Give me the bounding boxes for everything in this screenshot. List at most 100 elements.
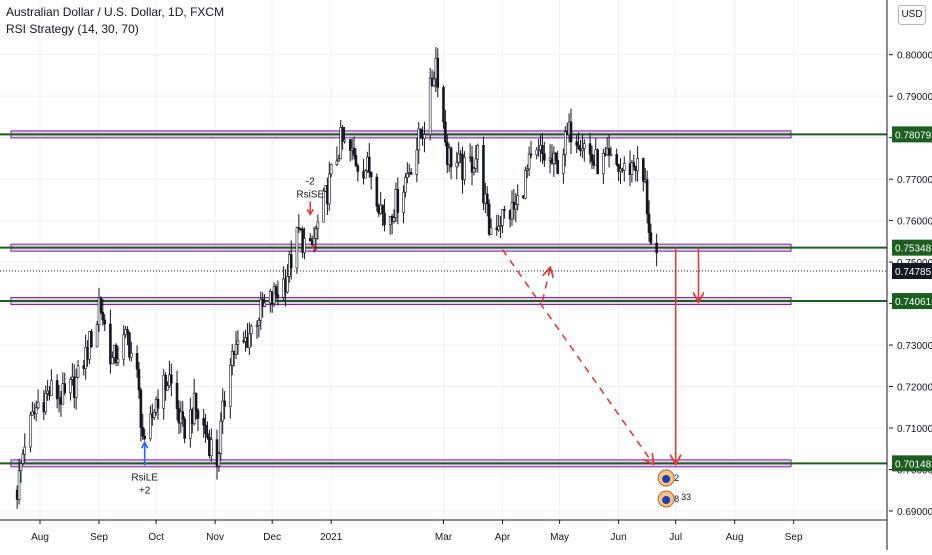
candle[interactable] [569,108,573,154]
candle[interactable] [272,282,276,308]
candle[interactable] [503,205,506,219]
candle[interactable] [529,140,533,159]
candle[interactable] [649,223,653,245]
candle[interactable] [21,449,25,466]
candle[interactable] [209,428,213,462]
candle[interactable] [230,343,234,376]
candle[interactable] [470,145,474,186]
candle[interactable] [383,198,386,232]
candle[interactable] [501,209,504,234]
candle[interactable] [596,148,599,175]
candle[interactable] [552,146,556,177]
candle[interactable] [74,368,78,410]
candle[interactable] [128,331,131,361]
candle[interactable] [166,381,169,391]
candle[interactable] [495,214,499,236]
candle[interactable] [337,154,341,162]
candle[interactable] [257,317,261,338]
candle[interactable] [343,126,346,144]
candle[interactable] [316,214,320,240]
candle[interactable] [514,193,518,223]
candle[interactable] [36,389,40,410]
candle[interactable] [215,429,219,480]
candle[interactable] [181,400,185,427]
candle[interactable] [352,136,356,160]
candle[interactable] [234,331,238,360]
candle[interactable] [217,451,221,472]
candle[interactable] [274,284,278,300]
candle[interactable] [524,166,527,200]
candle[interactable] [329,163,333,178]
candle[interactable] [259,291,263,330]
candle[interactable] [175,370,179,421]
candle[interactable] [402,185,405,224]
candle[interactable] [554,151,558,165]
candle[interactable] [221,388,225,434]
candle[interactable] [457,141,461,167]
candle[interactable] [415,137,419,183]
candle[interactable] [101,298,105,326]
candle[interactable] [50,369,53,396]
candle[interactable] [535,146,539,160]
candle[interactable] [636,146,639,182]
candle[interactable] [609,146,613,157]
candle[interactable] [348,139,352,162]
candle[interactable] [17,458,21,505]
candle[interactable] [354,148,358,167]
candle[interactable] [314,225,318,251]
candle[interactable] [449,146,453,180]
candle[interactable] [632,154,636,171]
candle[interactable] [116,346,120,367]
candle[interactable] [428,67,432,141]
indicator-legend[interactable]: RSI Strategy (14, 30, 70) [6,22,139,36]
projection-arrows[interactable] [501,247,698,464]
candle[interactable] [432,71,436,88]
candle[interactable] [44,385,48,415]
candle[interactable] [645,170,649,224]
candle[interactable] [295,226,299,274]
candle[interactable] [322,187,325,223]
candle[interactable] [499,216,502,239]
candle[interactable] [135,345,139,378]
candle[interactable] [204,413,207,443]
candle[interactable] [303,227,306,260]
candle[interactable] [95,320,99,348]
candle[interactable] [541,132,544,165]
candle[interactable] [219,412,223,461]
candle[interactable] [647,200,651,242]
candle[interactable] [162,369,166,420]
candle[interactable] [588,132,592,164]
candle[interactable] [248,322,251,355]
candle[interactable] [156,389,160,420]
candle[interactable] [143,428,146,441]
candle[interactable] [630,159,634,183]
candle[interactable] [202,408,205,438]
support-resistance-zones[interactable] [0,130,887,468]
candle[interactable] [455,151,459,180]
candle[interactable] [109,309,112,374]
candle[interactable] [255,320,259,339]
candle[interactable] [126,326,129,346]
candle[interactable] [34,400,38,422]
candle[interactable] [139,387,143,442]
candle[interactable] [339,119,343,160]
candle[interactable] [263,293,266,308]
candle[interactable] [442,85,445,129]
event-markers[interactable]: 2 8 33 [657,469,691,508]
candle[interactable] [409,167,413,175]
candle[interactable] [364,169,367,179]
candle[interactable] [206,421,209,440]
candle[interactable] [472,166,476,176]
candle[interactable] [130,341,133,362]
candle[interactable] [615,148,618,167]
candle[interactable] [308,233,312,242]
candle[interactable] [482,136,485,211]
candle[interactable] [103,314,107,331]
candle[interactable] [392,209,396,224]
projection-dashed-arrow[interactable] [541,268,550,302]
candle[interactable] [537,138,540,157]
candle[interactable] [90,329,93,348]
event-flag-icon[interactable]: 2 [657,469,679,487]
